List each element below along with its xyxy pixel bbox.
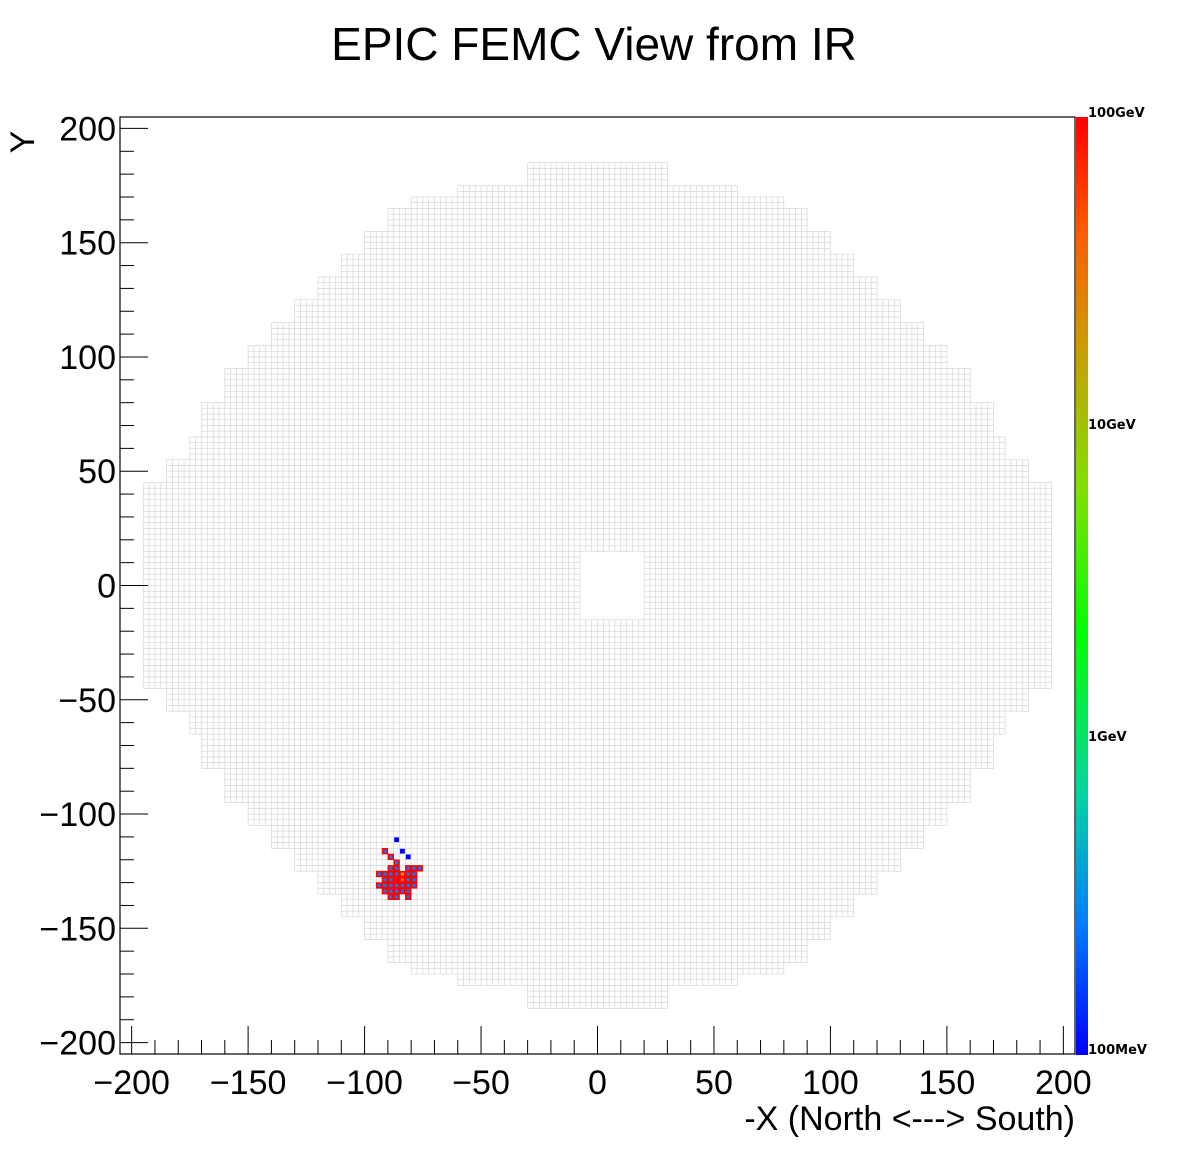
x-tick-label: 150	[919, 1064, 976, 1102]
x-tick-label: −150	[210, 1064, 287, 1102]
chart-title: EPIC FEMC View from IR	[331, 18, 857, 70]
y-tick-label: 200	[59, 110, 116, 148]
hit-cell	[381, 876, 389, 883]
colorbar-label-1gev: 1GeV	[1088, 730, 1127, 745]
hit-cell	[387, 876, 394, 883]
hit-cell	[375, 870, 383, 878]
hit-cell	[393, 876, 400, 883]
hit-cell	[410, 876, 418, 883]
hit-cell	[393, 865, 400, 872]
hit-cell	[375, 882, 383, 889]
hit-cell	[387, 893, 394, 901]
x-tick-label: 100	[802, 1064, 859, 1102]
hit-cell	[393, 888, 400, 895]
hit-cell	[394, 837, 400, 843]
hit-cell	[387, 888, 394, 895]
y-tick-label: 100	[59, 339, 116, 377]
hit-cell	[410, 882, 418, 889]
hit-cells	[375, 837, 424, 901]
x-tick-label: 200	[1035, 1064, 1092, 1102]
y-tick-label: −200	[39, 1025, 116, 1063]
hit-cell	[381, 848, 389, 855]
hit-cell	[381, 882, 389, 889]
detector-cells	[142, 162, 1052, 1009]
y-tick-label: −100	[39, 796, 116, 834]
y-tick-label: −150	[39, 910, 116, 948]
hit-cell	[399, 870, 406, 878]
hit-cell	[405, 876, 412, 883]
hit-cell	[381, 870, 389, 878]
hit-cell	[405, 882, 412, 889]
hit-cell	[405, 870, 412, 878]
plot-area	[142, 162, 1052, 1009]
hit-cell	[387, 882, 394, 889]
y-axis: −200 −150 −100 −50 0 50 100 150 200	[39, 110, 148, 1063]
hit-cell	[387, 865, 394, 872]
x-tick-label: −200	[93, 1064, 170, 1102]
x-axis: −200 −150 −100 −50 0 50 100 150 200	[93, 1026, 1092, 1102]
hit-cell	[381, 888, 389, 895]
x-tick-label: −50	[452, 1064, 510, 1102]
x-tick-label: −100	[326, 1064, 403, 1102]
y-tick-label: 50	[78, 453, 116, 491]
hit-cell	[387, 870, 394, 878]
x-tick-label: 0	[588, 1064, 607, 1102]
hit-cell	[405, 854, 411, 860]
hit-cell	[387, 853, 394, 861]
y-tick-label: 150	[59, 225, 116, 263]
colorbar-label-100mev: 100MeV	[1088, 1043, 1147, 1058]
hit-cell	[405, 888, 412, 895]
colorbar	[1076, 117, 1088, 1055]
hit-cell	[400, 848, 405, 854]
hit-cell	[393, 870, 400, 878]
hit-cell	[410, 870, 418, 878]
hit-cell	[399, 888, 406, 895]
hit-cell	[393, 859, 400, 866]
hit-cell	[410, 865, 418, 872]
colorbar-label-10gev: 10GeV	[1088, 418, 1136, 433]
x-tick-label: 50	[695, 1064, 733, 1102]
hit-cell	[393, 893, 400, 901]
hit-cell	[399, 876, 406, 883]
hit-cell	[393, 882, 400, 889]
hit-cell	[416, 865, 424, 872]
detector-grid	[142, 162, 1052, 1009]
y-tick-label: 0	[97, 568, 116, 606]
x-axis-title: -X (North <---> South)	[744, 1100, 1075, 1138]
hit-cell	[405, 893, 412, 901]
colorbar-label-100gev: 100GeV	[1088, 106, 1145, 121]
y-tick-label: −50	[58, 682, 116, 720]
y-axis-title: Y	[4, 131, 42, 154]
hit-cell	[399, 882, 406, 889]
hit-cell	[405, 865, 412, 872]
